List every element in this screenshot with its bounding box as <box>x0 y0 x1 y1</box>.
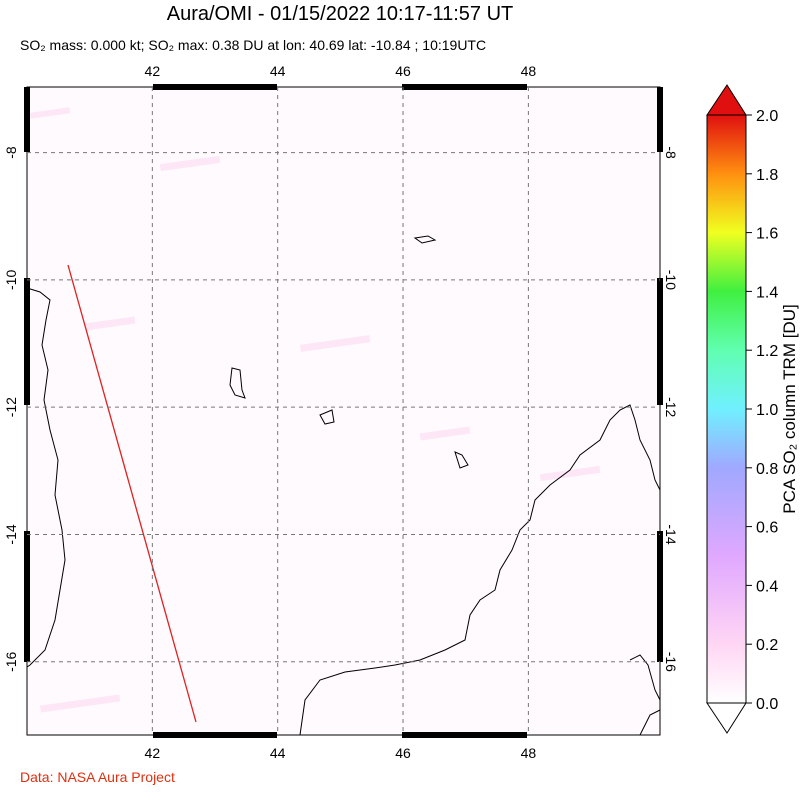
colorbar-tick-label: 1.8 <box>756 167 778 184</box>
y-tick-label: -10 <box>663 270 679 290</box>
map-area <box>27 87 660 735</box>
y-tick-label: -14 <box>663 524 679 544</box>
colorbar-tick-label: 0.2 <box>756 637 778 654</box>
credit: Data: NASA Aura Project <box>20 769 175 785</box>
map-frame <box>26 86 661 736</box>
y-tick-label: -16 <box>3 651 19 671</box>
colorbar-tick-label: 1.2 <box>756 343 778 360</box>
colorbar-tick-label: 1.4 <box>756 284 778 301</box>
x-tick-label: 48 <box>521 63 537 79</box>
x-tick-label: 44 <box>270 745 286 761</box>
colorbar-max-arrow <box>706 84 747 116</box>
y-tick-label: -10 <box>3 270 19 290</box>
orbit-track <box>67 264 197 723</box>
coastline <box>26 235 661 736</box>
x-tick-label: 46 <box>395 745 411 761</box>
colorbar-min-arrow <box>706 702 747 734</box>
y-tick-label: -12 <box>663 397 679 417</box>
so2-streaks <box>29 107 601 713</box>
x-tick-label: 44 <box>270 63 286 79</box>
title: Aura/OMI - 01/15/2022 10:17-11:57 UT <box>167 3 514 25</box>
colorbar-tick-label: 1.0 <box>756 402 778 419</box>
colorbar-label: PCA SO₂ column TRM [DU] <box>780 304 799 513</box>
colorbar-tick-label: 2.0 <box>756 108 778 125</box>
y-tick-label: -14 <box>3 524 19 544</box>
y-tick-label: -16 <box>663 652 679 672</box>
y-tick-label: -8 <box>3 146 19 159</box>
x-tick-label: 46 <box>395 63 411 79</box>
colorbar-tick-label: 0.6 <box>756 520 778 537</box>
x-tick-label: 48 <box>521 745 537 761</box>
y-tick-label: -8 <box>663 146 679 159</box>
colorbar-tick-label: 0.4 <box>756 578 778 595</box>
colorbar-tick-label: 0.8 <box>756 461 778 478</box>
colorbar <box>706 114 747 704</box>
x-tick-label: 42 <box>145 745 161 761</box>
x-tick-label: 42 <box>145 63 161 79</box>
colorbar-tick-label: 0.0 <box>756 696 778 713</box>
y-tick-label: -12 <box>3 397 19 417</box>
subtitle: SO₂ mass: 0.000 kt; SO₂ max: 0.38 DU at … <box>20 37 486 53</box>
colorbar-tick-label: 1.6 <box>756 226 778 243</box>
frame-bars <box>24 84 663 738</box>
